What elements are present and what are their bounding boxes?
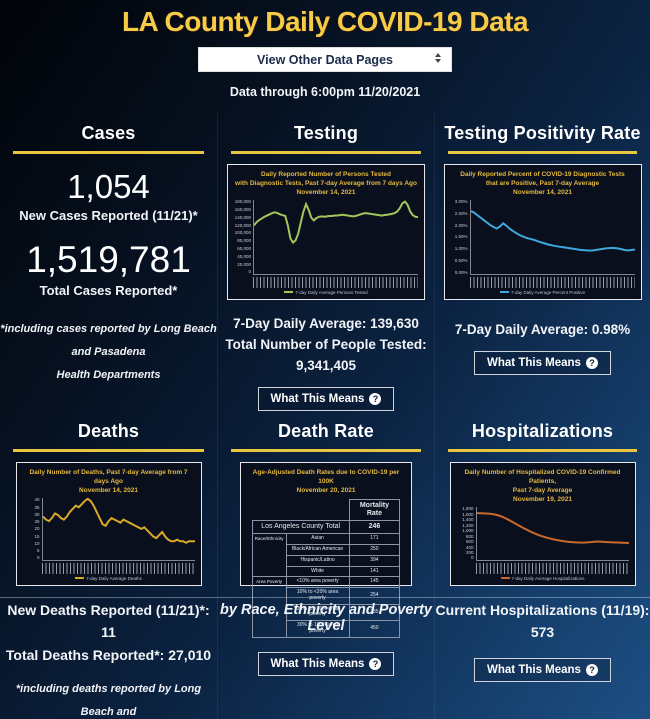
testing-underline [230,151,422,154]
hospitalizations-title: Hospitalizations [471,421,614,441]
total-cases-value: 1,519,781 [26,239,191,280]
total-cases-label: Total Cases Reported* [39,283,178,298]
panel-death-rate: Death Rate Age-Adjusted Death Rates due … [217,407,434,719]
cases-underline [13,151,204,154]
hospitalizations-chart[interactable]: Daily Number of Hospitalized COVID-19 Co… [449,462,636,586]
deaths-chart[interactable]: Daily Number of Deaths, Past 7-day Avera… [15,462,202,586]
hospitalizations-what-this-means-button[interactable]: What This Means ? [474,657,611,682]
deaths-footnote: *including deaths reported by Long Beach… [15,683,202,719]
cases-footnote: *including cases reported by Long Beach … [0,323,217,382]
death-rate-what-this-means-button[interactable]: What This Means ? [257,652,395,676]
testing-what-this-means-button[interactable]: What This Means ? [257,386,395,411]
new-cases-label: New Cases Reported (11/21)* [19,208,198,223]
question-icon: ? [369,392,382,405]
question-icon: ? [585,663,598,676]
question-icon: ? [585,356,598,369]
testing-title: Testing [293,123,359,143]
cases-title: Cases [81,123,136,143]
testing-stats: 7-Day Daily Average: 139,630 Total Numbe… [225,316,427,373]
select-label: View Other Data Pages [257,52,393,67]
positivity-what-this-means-button[interactable]: What This Means ? [474,350,611,375]
panel-positivity: Testing Positivity Rate Daily Reported P… [434,113,650,407]
deaths-title: Deaths [77,421,140,441]
panel-testing: Testing Daily Reported Number of Persons… [217,113,434,411]
positivity-underline [447,151,638,154]
positivity-title: Testing Positivity Rate [444,123,641,143]
death-rate-caption: by Race, Ethnicity and Poverty Level [220,602,432,634]
panel-deaths: Deaths Daily Number of Deaths, Past 7-da… [0,407,217,719]
positivity-chart[interactable]: Daily Reported Percent of COVID-19 Diagn… [443,164,642,300]
death-rate-underline [230,449,422,452]
new-cases-value: 1,054 [67,168,150,205]
dashboard-grid: Cases 1,054 New Cases Reported (11/21)* … [0,113,650,719]
panel-hospitalizations: Hospitalizations Daily Number of Hospita… [434,407,650,719]
death-rate-table-chart[interactable]: Age-Adjusted Death Rates due to COVID-19… [240,462,412,638]
row-divider-line [0,597,650,598]
page-title: LA County Daily COVID-19 Data [121,6,529,37]
deaths-underline [13,449,204,452]
death-rate-title: Death Rate [277,421,375,441]
hospitalizations-underline [447,449,638,452]
select-spinner-icon [435,53,441,63]
deaths-stats: New Deaths Reported (11/21)*: 11 Total D… [5,602,212,663]
panel-cases: Cases 1,054 New Cases Reported (11/21)* … [0,113,217,407]
question-icon: ? [369,658,382,670]
data-through-text: Data through 6:00pm 11/20/2021 [229,85,421,99]
view-other-data-pages-select[interactable]: View Other Data Pages [198,47,452,72]
hospitalizations-stats: Current Hospitalizations (11/19): 573 [435,602,650,641]
testing-chart[interactable]: Daily Reported Number of Persons Tested w… [227,164,425,300]
positivity-stats: 7-Day Daily Average: 0.98% [454,322,631,337]
